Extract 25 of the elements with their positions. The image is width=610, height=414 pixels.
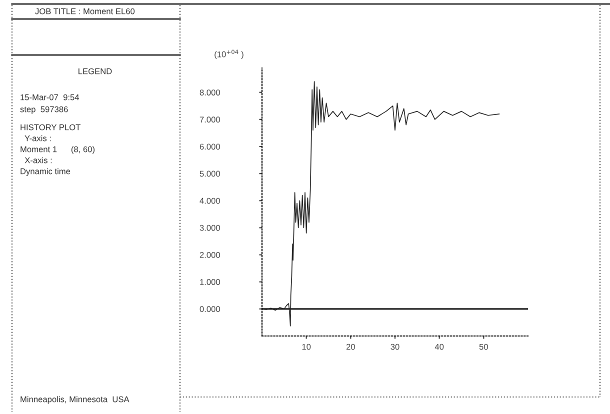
text: 15-Mar-07 9:54 [20, 94, 80, 100]
y-tick-label: 2.000 [200, 252, 220, 258]
y-tick-label: 3.000 [200, 224, 220, 231]
text: step 597386 [20, 106, 68, 114]
text: Moment 1 (8, 60) [20, 146, 95, 154]
y-tick-label: 5.000 [200, 170, 220, 177]
x-tick-label: 40 [434, 344, 444, 350]
text: X-axis : [24, 157, 52, 164]
text: HISTORY PLOT [20, 124, 80, 130]
text: Y-axis : [24, 135, 51, 142]
y-tick-label: 0.000 [200, 306, 220, 312]
y-tick-label: 8.000 [200, 90, 220, 96]
y-tick-label: 6.000 [200, 144, 220, 150]
y-tick-label: 7.000 [200, 116, 220, 123]
x-tick-label: 50 [479, 344, 488, 350]
text: LEGEND [78, 68, 112, 74]
text: Minneapolis, Minnesota USA [20, 396, 130, 404]
text: JOB TITLE : Moment EL60 [35, 8, 135, 14]
y-axis-title: (10$^{+04}$ ) [214, 50, 244, 59]
x-tick-label: 30 [390, 344, 400, 350]
text: Dynamic time [20, 168, 70, 176]
x-tick-label: 10 [302, 344, 311, 350]
y-tick-label: 1.000 [200, 279, 220, 285]
y-tick-label: 4.000 [200, 198, 220, 204]
x-tick-label: 20 [346, 344, 355, 350]
